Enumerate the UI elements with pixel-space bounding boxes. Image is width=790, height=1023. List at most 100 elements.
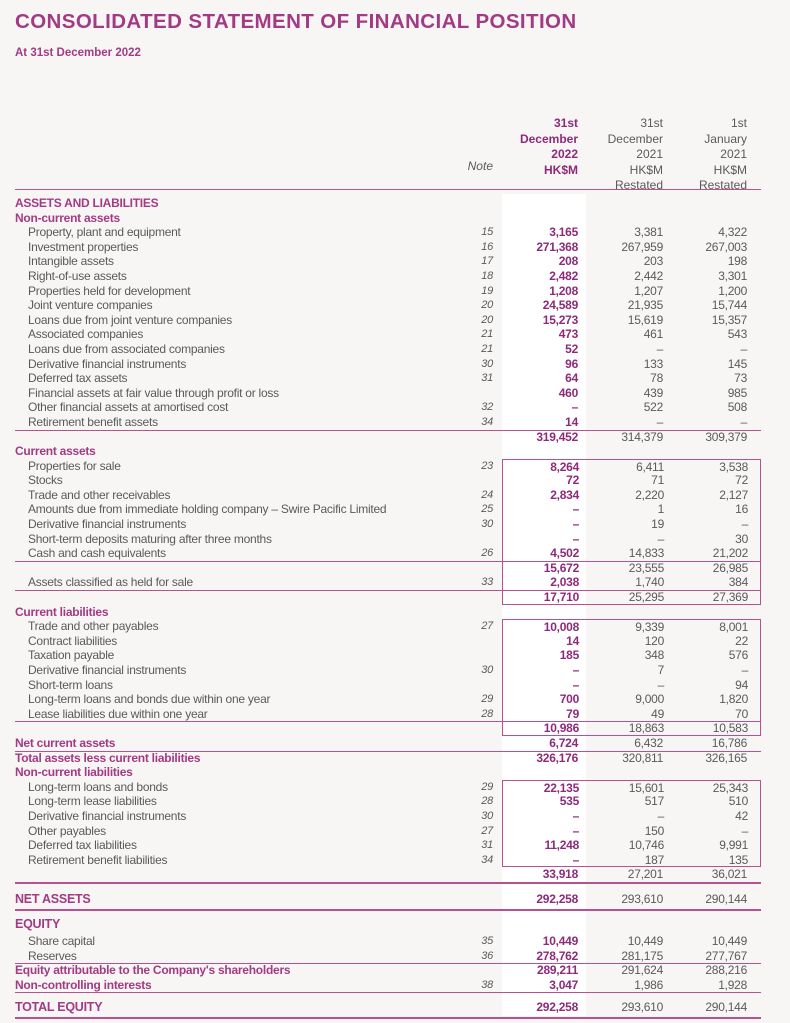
row-note: 20 — [481, 313, 493, 326]
value-dec-2021: 133 — [643, 356, 664, 371]
value-jan-2021: 15,357 — [711, 312, 747, 327]
value-2022: – — [572, 517, 580, 532]
value-jan-2021: 3,301 — [718, 268, 747, 283]
value-jan-2021: – — [740, 414, 748, 429]
value-2022: – — [572, 823, 580, 838]
value-jan-2021: 22 — [735, 633, 748, 648]
value-dec-2021: – — [656, 341, 664, 356]
row-values: 22,135 15,601 25,343 — [502, 779, 761, 795]
row-values — [502, 196, 761, 211]
value-2022: – — [572, 531, 580, 546]
total-row: NET ASSETS 292,258 293,610 290,144 — [0, 889, 790, 911]
row-label: ASSETS AND LIABILITIES — [15, 196, 159, 210]
table-row: Amounts due from immediate holding compa… — [0, 502, 790, 518]
row-values: 4,502 14,833 21,202 — [502, 546, 761, 561]
total-row: Net current assets 6,724 6,432 16,786 — [0, 736, 790, 752]
row-label: Loans due from associated companies — [28, 341, 225, 356]
section-heading-row: Non-current assets — [0, 211, 790, 226]
value-jan-2021: – — [740, 341, 748, 356]
row-note: 27 — [481, 620, 493, 633]
table-row: Reserves 36 278,762 281,175 277,767 — [0, 949, 790, 964]
value-jan-2021: 576 — [728, 648, 749, 663]
subtotal-row: 319,452 314,379 309,379 — [0, 430, 790, 445]
row-note: 32 — [481, 401, 493, 414]
row-values: 24,589 21,935 15,744 — [502, 298, 761, 313]
row-note: 28 — [481, 795, 493, 808]
row-note: 15 — [481, 226, 493, 239]
value-jan-2021: 326,165 — [705, 750, 747, 765]
row-note: 33 — [481, 576, 493, 589]
value-jan-2021: 2,127 — [719, 487, 748, 502]
row-label: Trade and other payables — [28, 619, 159, 634]
row-label: Long-term loans and bonds due within one… — [28, 692, 271, 707]
table-row: Long-term loans and bonds due within one… — [0, 692, 790, 707]
row-values: 33,918 27,201 36,021 — [502, 867, 761, 882]
row-note: 24 — [481, 488, 493, 501]
table-row: Retirement benefit assets 34 14 – – — [0, 414, 790, 431]
row-label: Joint venture companies — [28, 298, 153, 313]
row-note: 16 — [481, 240, 493, 253]
row-note: 35 — [481, 934, 493, 947]
row-values: 3,047 1,986 1,928 — [502, 978, 761, 993]
value-2022: 3,047 — [549, 977, 578, 992]
value-2022: 289,211 — [537, 963, 578, 978]
row-values: 15,273 15,619 15,357 — [502, 313, 761, 328]
value-jan-2021: 26,985 — [712, 560, 748, 575]
value-2022: 72 — [566, 473, 579, 488]
column-header-note: Note — [467, 159, 493, 173]
row-values: – 150 – — [502, 823, 761, 839]
row-note: 30 — [481, 518, 493, 531]
table-row: Trade and other payables 27 10,008 9,339 8,0… — [0, 619, 790, 634]
table-row: Assets classified as held for sale 33 2,03… — [0, 575, 790, 591]
subtotal-row: 15,672 23,555 26,985 — [0, 560, 790, 576]
row-note: 31 — [481, 839, 493, 852]
row-values: – – 94 — [502, 677, 761, 693]
row-values: 14 120 22 — [502, 633, 761, 649]
section-heading-row: ASSETS AND LIABILITIES — [0, 196, 790, 211]
value-jan-2021: 288,216 — [705, 963, 747, 978]
row-label: Non-controlling interests — [15, 977, 152, 992]
value-2022: 319,452 — [536, 429, 578, 444]
row-values: 2,038 1,740 384 — [502, 575, 761, 591]
value-dec-2021: 293,610 — [621, 891, 663, 906]
row-label: Taxation payable — [28, 648, 115, 663]
value-2022: 700 — [559, 692, 580, 707]
table-row: Derivative financial instruments 30 – 7 – — [0, 663, 790, 678]
row-values: 1,208 1,207 1,200 — [502, 284, 761, 299]
total-row: EQUITY — [0, 914, 790, 934]
row-values: 185 348 576 — [502, 648, 761, 663]
value-jan-2021: 25,343 — [712, 780, 748, 795]
subtotal-row: 33,918 27,201 36,021 — [0, 867, 790, 884]
row-values: 271,368 267,959 267,003 — [502, 240, 761, 255]
value-2022: – — [572, 808, 580, 823]
row-values: 473 461 543 — [502, 327, 761, 342]
row-label: Current liabilities — [15, 604, 109, 619]
value-2022: 271,368 — [536, 239, 578, 254]
row-label: NET ASSETS — [15, 891, 91, 906]
value-dec-2021: 203 — [643, 254, 664, 269]
subtotal-row: 10,986 18,863 10,583 — [0, 721, 790, 736]
table-row: Share capital 35 10,449 10,449 10,449 — [0, 934, 790, 949]
row-note: 30 — [481, 664, 493, 676]
value-jan-2021: 309,379 — [705, 429, 747, 444]
row-note: 25 — [481, 503, 493, 516]
table-row: Trade and other receivables 24 2,834 2,220 2… — [0, 487, 790, 503]
row-label: Other payables — [28, 823, 106, 838]
row-label: Derivative financial instruments — [28, 808, 187, 823]
row-note: 38 — [481, 978, 493, 991]
value-dec-2021: 267,959 — [621, 239, 663, 254]
value-2022: 460 — [558, 385, 579, 400]
value-dec-2021: – — [656, 414, 664, 429]
row-note: 17 — [481, 255, 493, 268]
value-jan-2021: 9,991 — [719, 838, 748, 853]
row-note: 18 — [481, 269, 493, 282]
value-2022: – — [572, 852, 580, 867]
row-values: 72 71 72 — [502, 473, 761, 488]
row-note: 26 — [481, 547, 493, 560]
value-jan-2021: 15,744 — [711, 298, 747, 313]
value-2022: 96 — [565, 356, 578, 371]
current-year-column-highlight — [502, 194, 586, 1016]
total-row: TOTAL EQUITY 292,258 293,610 290,144 — [0, 997, 790, 1020]
table-row: Investment properties 16 271,368 267,959 267… — [0, 240, 790, 255]
row-values: – 7 – — [502, 663, 761, 678]
